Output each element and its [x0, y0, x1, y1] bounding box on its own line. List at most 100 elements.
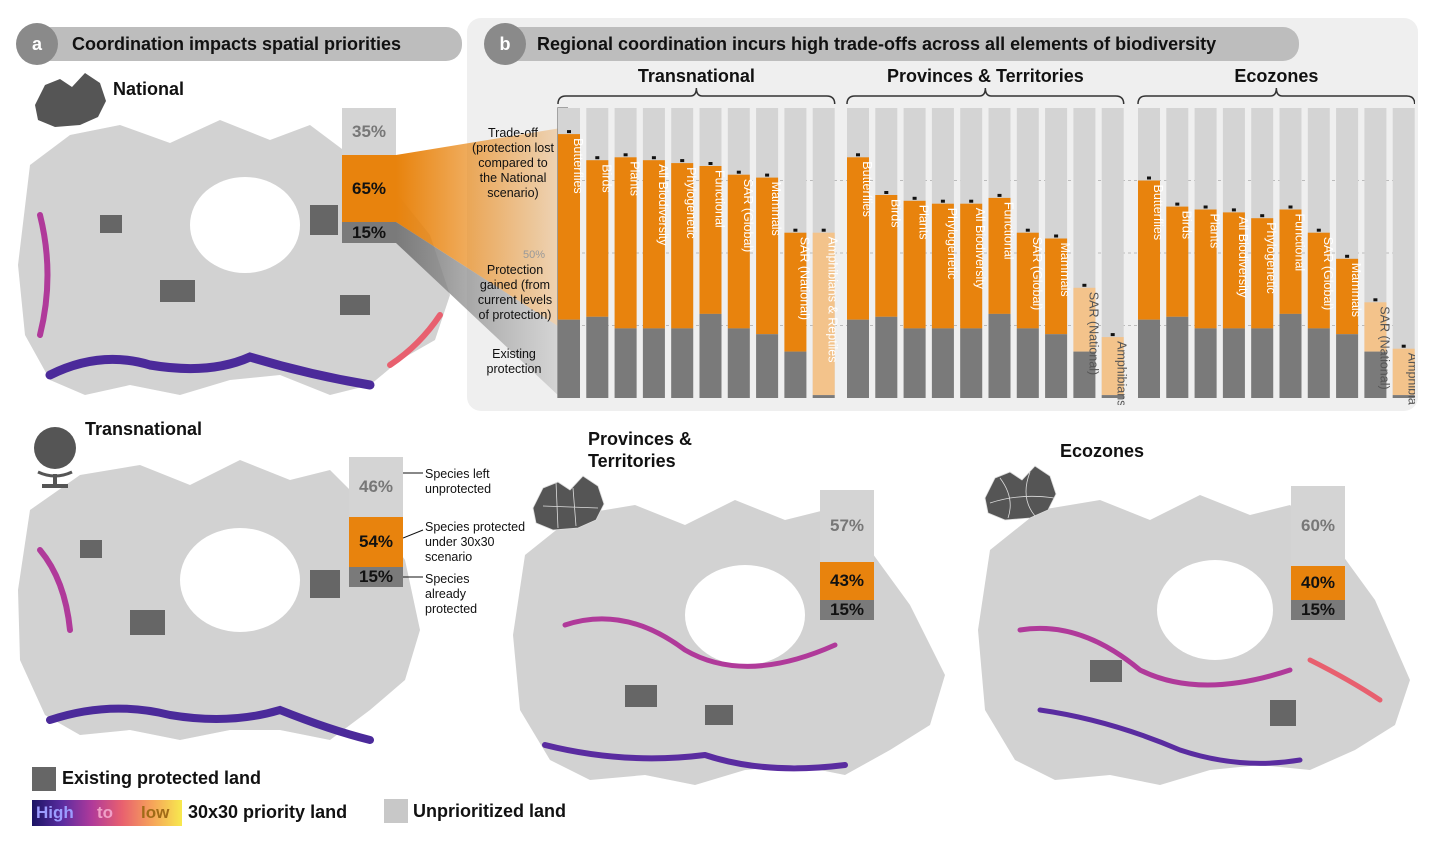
transnational-protected-pct: 54% [349, 517, 403, 567]
bar-top-marker [1260, 214, 1265, 218]
group-title: Transnational [638, 66, 755, 86]
tick-50-label: 50% [523, 249, 546, 261]
bar-gained [1307, 232, 1330, 329]
legend-existing-swatch [32, 767, 56, 791]
bar-category-label: Mammals [769, 182, 783, 236]
bar-gained [1166, 206, 1189, 317]
bar-gained [988, 197, 1011, 314]
bar-top-marker [1147, 176, 1151, 180]
bar-gained [1138, 180, 1160, 320]
bar-gained [1392, 348, 1415, 396]
bar-category-label: Amphibians & Reptiles [1115, 341, 1129, 405]
bar-top-marker [884, 191, 889, 194]
bar-gained [931, 203, 954, 329]
bar-top-marker [765, 173, 770, 177]
bar-category-label: Amphibians & Reptiles [1406, 353, 1415, 405]
bar-gained [1336, 258, 1359, 335]
bar-top-marker [1175, 202, 1180, 206]
map-title-transnational: Transnational [85, 419, 203, 439]
bar-category-label: Functional [713, 170, 727, 228]
transnational-existing-pct: 15% [349, 567, 403, 587]
provinces-inset-icon [532, 475, 605, 531]
bar-category-label: Butterflies [571, 138, 585, 194]
panel-a-header [30, 27, 462, 61]
bar-tradeoff [1101, 108, 1124, 398]
legend-high: High [36, 803, 74, 822]
bar-top-marker [708, 162, 713, 165]
bar-top-marker [680, 159, 685, 163]
bar-category-label: SAR (National) [1377, 306, 1391, 389]
provinces-left-pct: 57% [820, 490, 874, 562]
bar-top-marker [651, 156, 656, 160]
bar-top-marker [793, 228, 798, 232]
bar-gained [671, 163, 694, 329]
bar-existing [586, 316, 609, 398]
national-protected-pct: 65% [342, 155, 396, 222]
bar-top-marker [736, 170, 741, 174]
bar-gained [903, 200, 926, 329]
bar-existing [1073, 351, 1096, 398]
bar-existing [614, 328, 637, 398]
map-title-provinces: Provinces & Territories [588, 429, 693, 471]
bar-top-marker [567, 130, 571, 134]
bar-category-label: Plants [628, 161, 642, 196]
bar-existing [1364, 351, 1387, 398]
bar-top-marker [1373, 298, 1378, 302]
bar-gained [847, 157, 869, 320]
bar-existing [1392, 395, 1415, 398]
bar-existing [875, 316, 898, 398]
bar-existing [642, 328, 665, 398]
bar-existing [931, 328, 954, 398]
bar-category-label: Butterflies [860, 161, 874, 217]
bar-top-marker [912, 196, 917, 200]
bar-category-label: Plants [1208, 214, 1222, 249]
legend-to: to [97, 803, 114, 822]
bar-existing [1101, 395, 1124, 398]
bar-existing [727, 328, 750, 398]
bar-gained [1194, 209, 1217, 329]
bar-gained [960, 203, 983, 329]
panel-b-badge: b [484, 23, 526, 65]
legend-low: low [141, 803, 170, 822]
bar-category-label: Mammals [1058, 243, 1072, 297]
transnational-left-pct: 46% [349, 457, 403, 517]
bar-existing [812, 395, 835, 398]
legend-unprioritized-label: Unprioritized land [413, 801, 566, 821]
stack-transnational: 46% 54% 15% [349, 457, 403, 587]
map-title-national: National [113, 79, 185, 99]
map-transnational [18, 460, 420, 744]
stack-national: 35% 65% 15% [342, 108, 396, 243]
bar-gained [784, 232, 807, 352]
bar-gained [558, 134, 580, 320]
ecozones-existing-pct: 15% [1291, 600, 1345, 620]
bar-top-marker [1231, 208, 1236, 212]
bar-existing [671, 328, 694, 398]
bar-category-label: Amphibians & Reptiles [826, 237, 840, 363]
bar-existing [1166, 316, 1189, 398]
map-title-ecozones: Ecozones [1060, 441, 1145, 461]
bar-category-label: SAR (Global) [1030, 237, 1044, 311]
globe-icon [34, 427, 76, 488]
bar-category-label: Functional [1293, 214, 1307, 272]
bar-top-marker [856, 153, 860, 157]
bar-category-label: All Biodiversity [656, 164, 670, 246]
bar-existing [1336, 334, 1359, 398]
bar-top-marker [1203, 205, 1208, 209]
bar-category-label: Functional [1002, 202, 1016, 260]
bar-gained [1364, 302, 1387, 352]
bar-existing [1222, 328, 1245, 398]
bar-top-marker [1345, 254, 1350, 258]
national-existing-pct: 15% [342, 222, 396, 243]
bar-existing [756, 334, 779, 398]
bar-existing [1307, 328, 1330, 398]
national-left-pct: 35% [342, 108, 396, 155]
bar-existing [558, 319, 580, 398]
bar-gained [586, 160, 609, 317]
bar-category-label: Birds [888, 199, 902, 227]
bar-gained [1222, 212, 1245, 329]
bar-gained [699, 166, 722, 314]
legend-existing-label: Existing protected land [62, 768, 262, 788]
bar-top-marker [940, 199, 945, 203]
bar-category-label: Mammals [1349, 263, 1363, 317]
bar-category-label: SAR (Global) [741, 179, 755, 253]
